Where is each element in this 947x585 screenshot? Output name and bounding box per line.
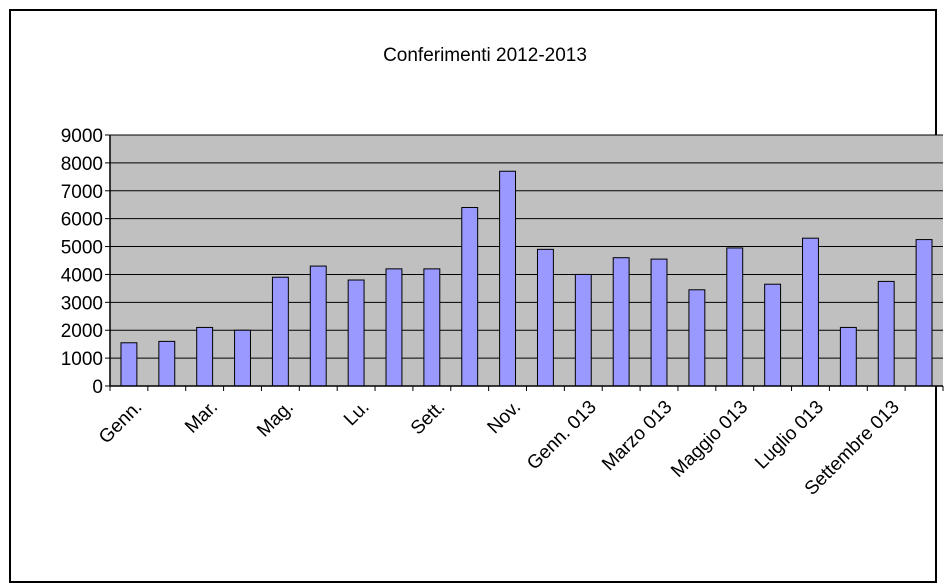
y-tick-label: 0 [92, 377, 103, 398]
x-tick-label: Mag. [253, 397, 298, 442]
bar [877, 280, 895, 387]
y-tick-label: 3000 [61, 293, 103, 314]
bar [423, 268, 441, 387]
bar [120, 342, 138, 387]
bar [915, 239, 933, 387]
y-tick-label: 5000 [61, 238, 103, 259]
bar [234, 329, 251, 387]
x-tick-label: Maggio 013 [667, 397, 752, 482]
bar [612, 257, 630, 387]
bar [347, 279, 365, 387]
bar [385, 268, 403, 387]
x-tick-label: Luglio 013 [751, 397, 828, 474]
axes [109, 135, 944, 391]
bar [726, 247, 744, 387]
bar [802, 237, 819, 387]
y-tick-label: 7000 [61, 182, 103, 203]
y-tick-label: 4000 [61, 265, 103, 286]
bar [688, 289, 706, 387]
bar [271, 276, 289, 387]
y-tick-label: 9000 [61, 126, 103, 147]
x-tick-labels: Genn. Mar. Mag. Lu. Sett. Nov.Genn. 013Marzo … [95, 397, 904, 500]
y-tick-label: 2000 [61, 321, 103, 342]
bar [650, 258, 668, 387]
y-tick-label: 8000 [61, 154, 103, 175]
bar [839, 326, 857, 387]
bar [536, 248, 554, 387]
chart-title: Conferimenti 2012-2013 [383, 45, 587, 66]
bar [158, 340, 176, 387]
x-tick-label: Marzo 013 [598, 397, 676, 475]
y-tick-labels: 0 1000 2000 3000 4000 5000 6000 7000 8000 9000 [61, 126, 103, 398]
bar [309, 265, 327, 387]
x-tick-label: Mar. [181, 397, 222, 438]
y-tick-label: 1000 [61, 349, 103, 370]
bar [764, 283, 782, 387]
x-tick-label: Genn. [95, 397, 146, 448]
bar [499, 170, 517, 387]
x-tick-label: Genn. 013 [523, 397, 601, 475]
x-tick-label: Nov. [484, 397, 525, 438]
x-tick-label: Lu. [340, 397, 374, 431]
bar [574, 273, 592, 387]
x-tick-label: Sett. [407, 397, 449, 439]
bar [461, 207, 479, 387]
y-tick-label: 6000 [61, 210, 103, 231]
bars [120, 170, 933, 387]
bar [196, 326, 214, 387]
